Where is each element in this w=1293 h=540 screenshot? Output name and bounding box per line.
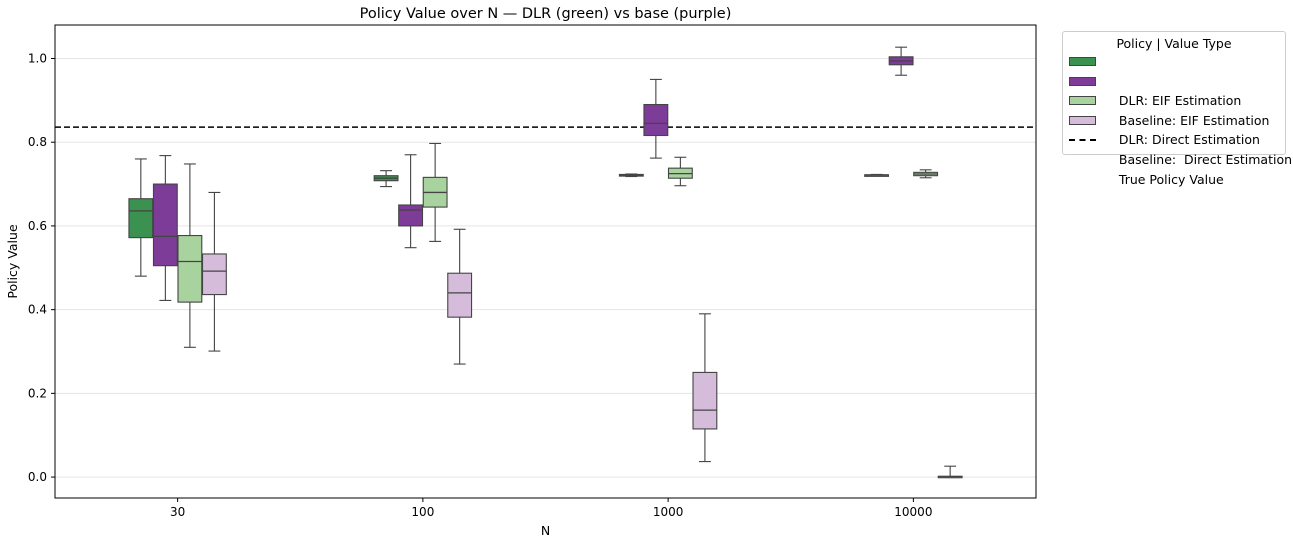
y-tick-label: 1.0 bbox=[28, 51, 47, 65]
box-baseline-eif-estimation-n1000 bbox=[643, 78, 669, 159]
box-dlr-direct-estimation-n1000 bbox=[667, 156, 693, 187]
chart-title: Policy Value over N — DLR (green) vs bas… bbox=[360, 6, 732, 22]
legend-swatch-baseline-direct bbox=[1069, 115, 1096, 125]
y-tick-label: 0.4 bbox=[28, 303, 47, 317]
y-axis-label: Policy Value bbox=[5, 224, 20, 299]
box-dlr-direct-estimation-n10000 bbox=[913, 169, 939, 179]
legend-swatch-dlr-direct bbox=[1069, 96, 1096, 106]
legend-dashed-line bbox=[1069, 139, 1096, 142]
legend-swatch-baseline-eif bbox=[1069, 76, 1096, 86]
legend-label-baseline-direct: Baseline: Direct Estimation bbox=[1118, 151, 1293, 167]
box-iqr bbox=[152, 183, 178, 267]
box-iqr bbox=[447, 272, 473, 318]
box-baseline-eif-estimation-n100 bbox=[398, 154, 424, 249]
box-dlr-direct-estimation-n30 bbox=[177, 163, 203, 348]
box-dlr-eif-estimation-n100 bbox=[373, 170, 399, 188]
legend-item-baseline-direct: Baseline: Direct Estimation bbox=[1063, 111, 1292, 167]
box-baseline-eif-estimation-n10000 bbox=[888, 46, 914, 76]
box-baseline-direct-estimation-n30 bbox=[201, 191, 227, 352]
legend-item-true-policy-value: True Policy Value bbox=[1063, 130, 1285, 187]
x-tick-label: 1000 bbox=[653, 505, 684, 519]
box-iqr bbox=[201, 253, 227, 296]
box-dlr-direct-estimation-n100 bbox=[422, 142, 448, 242]
box-baseline-direct-estimation-n100 bbox=[447, 228, 473, 365]
legend-item-dlr-direct: DLR: Direct Estimation bbox=[1063, 91, 1285, 147]
legend-label-true-policy-value: True Policy Value bbox=[1118, 171, 1224, 187]
box-dlr-eif-estimation-n10000 bbox=[864, 173, 890, 177]
legend-label-baseline-eif: Baseline: EIF Estimation bbox=[1118, 112, 1270, 128]
box-iqr bbox=[398, 204, 424, 227]
legend: Policy | Value Type DLR: EIF Estimation … bbox=[1062, 31, 1292, 187]
x-tick-label: 30 bbox=[170, 505, 185, 519]
legend-label-dlr-eif: DLR: EIF Estimation bbox=[1118, 93, 1242, 109]
box-baseline-eif-estimation-n30 bbox=[152, 155, 178, 301]
legend-swatch-dlr-eif bbox=[1069, 57, 1096, 66]
box-baseline-direct-estimation-n10000 bbox=[937, 465, 963, 479]
y-tick-label: 0.6 bbox=[28, 219, 47, 233]
box-dlr-eif-estimation-n1000 bbox=[618, 173, 644, 178]
legend-title: Policy | Value Type bbox=[1116, 36, 1232, 51]
y-tick-label: 0.2 bbox=[28, 386, 47, 400]
box-iqr bbox=[692, 371, 718, 430]
box-iqr bbox=[643, 103, 669, 137]
legend-item-dlr-eif: DLR: EIF Estimation bbox=[1063, 52, 1285, 108]
box-iqr bbox=[177, 234, 203, 303]
box-iqr bbox=[128, 198, 154, 239]
legend-label-dlr-direct: DLR: Direct Estimation bbox=[1118, 132, 1260, 148]
box-dlr-eif-estimation-n30 bbox=[128, 158, 154, 277]
box-baseline-direct-estimation-n1000 bbox=[692, 313, 718, 463]
x-axis-label: N bbox=[541, 523, 550, 538]
x-tick-label: 100 bbox=[411, 505, 434, 519]
plot-frame bbox=[54, 24, 1037, 499]
x-tick-label: 10000 bbox=[894, 505, 932, 519]
y-tick-label: 0.8 bbox=[28, 135, 47, 149]
y-tick-label: 0.0 bbox=[28, 470, 47, 484]
legend-item-baseline-eif: Baseline: EIF Estimation bbox=[1063, 72, 1285, 128]
